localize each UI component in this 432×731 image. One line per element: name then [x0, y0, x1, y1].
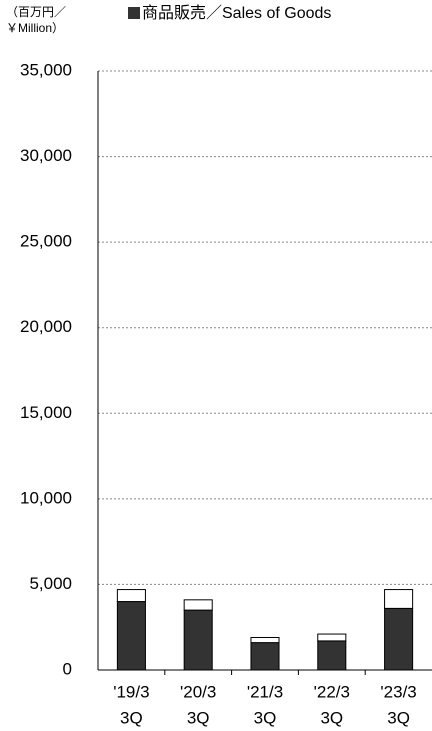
- x-tick-label: '21/3: [247, 682, 283, 701]
- legend-label: 商品販売／Sales of Goods: [142, 4, 331, 22]
- bar: [317, 640, 347, 671]
- bar: [116, 589, 146, 603]
- bar: [183, 599, 213, 611]
- bar: [317, 633, 347, 642]
- x-tick-label: 3Q: [187, 708, 210, 727]
- bar: [116, 601, 146, 671]
- x-tick-label: 3Q: [120, 708, 143, 727]
- bar: [384, 607, 414, 671]
- x-tick-label: '20/3: [180, 682, 216, 701]
- x-tick-label: '22/3: [314, 682, 350, 701]
- x-tick-label: '23/3: [380, 682, 416, 701]
- y-tick-label: 5,000: [29, 574, 72, 593]
- y-axis-label: ￥Million）: [6, 21, 64, 35]
- bar: [183, 609, 213, 671]
- bar: [250, 636, 280, 644]
- y-tick-label: 35,000: [20, 60, 72, 79]
- x-tick-label: 3Q: [320, 708, 343, 727]
- y-tick-label: 10,000: [20, 488, 72, 507]
- y-tick-label: 15,000: [20, 403, 72, 422]
- y-tick-label: 20,000: [20, 317, 72, 336]
- y-tick-label: 30,000: [20, 146, 72, 165]
- y-axis-label: （百万円／: [6, 5, 66, 19]
- bar: [250, 642, 280, 671]
- legend-swatch: [128, 7, 140, 19]
- x-tick-label: '19/3: [113, 682, 149, 701]
- x-tick-label: 3Q: [254, 708, 277, 727]
- bar: [384, 589, 414, 609]
- x-tick-label: 3Q: [387, 708, 410, 727]
- y-tick-label: 0: [63, 659, 72, 678]
- y-tick-label: 25,000: [20, 232, 72, 251]
